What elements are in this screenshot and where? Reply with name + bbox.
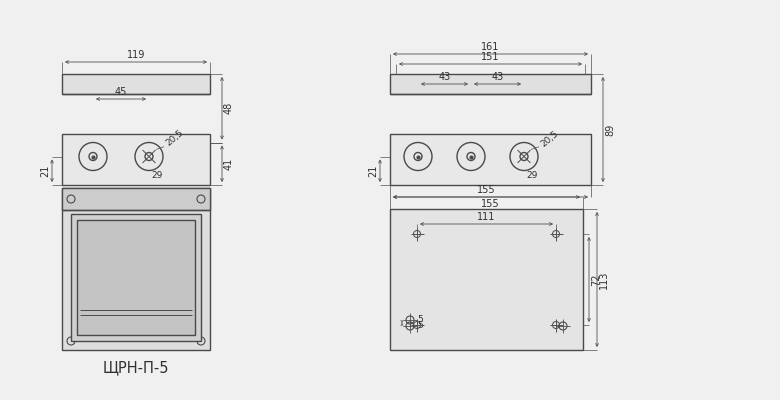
Text: 20,5: 20,5	[539, 129, 560, 149]
Text: 21: 21	[40, 164, 50, 177]
Text: 21: 21	[368, 164, 378, 177]
Bar	[62, 188, 210, 350]
Text: 29: 29	[526, 172, 537, 180]
Text: 5: 5	[417, 320, 423, 330]
Bar	[390, 209, 583, 350]
Text: 155: 155	[481, 199, 500, 209]
Text: 5: 5	[417, 314, 423, 324]
Bar	[62, 74, 210, 94]
Text: 151: 151	[481, 52, 500, 62]
Bar	[62, 134, 210, 185]
Text: 155: 155	[477, 185, 496, 195]
Bar	[77, 220, 195, 335]
Text: 111: 111	[477, 212, 495, 222]
Text: 89: 89	[605, 123, 615, 136]
Text: 43: 43	[491, 72, 504, 82]
Text: 45: 45	[115, 87, 127, 97]
Bar	[62, 188, 210, 210]
Text: 119: 119	[127, 50, 145, 60]
Text: 113: 113	[599, 270, 609, 289]
Bar	[390, 74, 591, 94]
Bar	[71, 214, 201, 341]
Text: 29: 29	[151, 172, 162, 180]
Text: 20,5: 20,5	[164, 128, 185, 148]
Text: 72: 72	[591, 273, 601, 286]
Text: 161: 161	[481, 42, 500, 52]
Bar	[390, 134, 591, 185]
Text: 43: 43	[438, 72, 451, 82]
Text: 48: 48	[224, 102, 234, 114]
Text: 41: 41	[224, 158, 234, 170]
Text: ЩРН-П-5: ЩРН-П-5	[103, 360, 169, 376]
